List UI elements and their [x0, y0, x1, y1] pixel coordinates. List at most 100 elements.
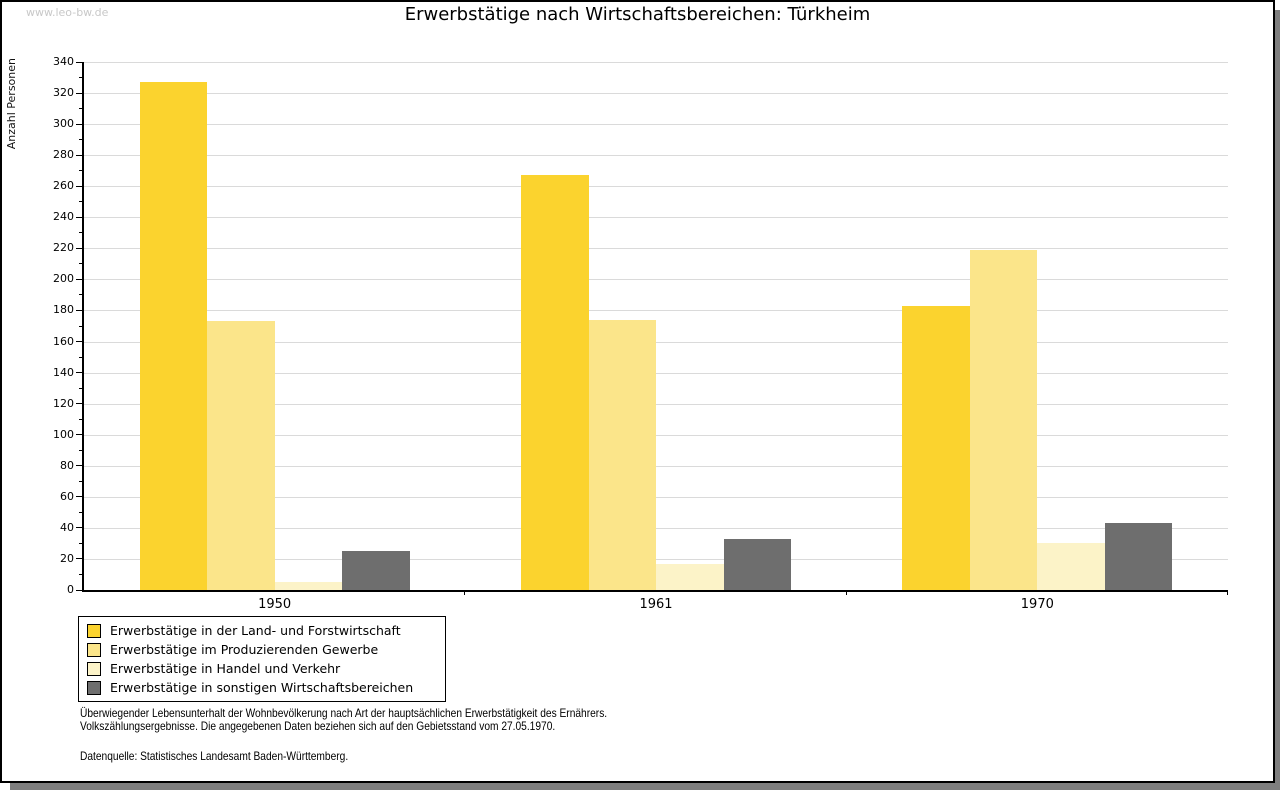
- chart-title: Erwerbstätige nach Wirtschaftsbereichen:…: [404, 4, 871, 25]
- y-axis-tick: [76, 465, 82, 467]
- bar-1961-series-1: [521, 175, 589, 590]
- y-tick-label: 0: [67, 583, 74, 596]
- y-axis-tick: [76, 372, 82, 374]
- watermark: www.leo-bw.de: [26, 6, 109, 19]
- legend-swatch: [87, 680, 101, 695]
- y-axis-minor-tick: [79, 108, 82, 110]
- y-tick-label: 80: [60, 458, 74, 472]
- y-axis-minor-tick: [79, 480, 82, 482]
- y-axis-minor-tick: [79, 387, 82, 389]
- gridline: [84, 527, 1228, 529]
- y-tick-label: 160: [53, 334, 74, 348]
- gridline: [84, 372, 1228, 374]
- legend-item: Erwerbstätige in der Land- und Forstwirt…: [87, 621, 437, 640]
- y-tick-label: 120: [53, 396, 74, 410]
- bar-1970-series-2: [969, 249, 1038, 590]
- gridline: [84, 310, 1228, 312]
- y-axis-tick: [76, 434, 82, 436]
- y-tick-label: 100: [53, 427, 74, 441]
- gridline: [84, 496, 1228, 498]
- y-axis-minor-tick: [79, 418, 82, 420]
- bar-1970-series-3: [1037, 543, 1105, 590]
- y-axis-tick: [76, 123, 82, 125]
- y-axis-minor-tick: [79, 542, 82, 544]
- bar-1961-series-3: [656, 563, 724, 590]
- y-axis-tick: [76, 185, 82, 187]
- bar-1950-series-1: [139, 82, 208, 590]
- y-axis-minor-tick: [79, 356, 82, 358]
- y-axis-tick: [76, 92, 82, 94]
- legend: Erwerbstätige in der Land- und Forstwirt…: [78, 616, 446, 702]
- footer-line-1: Überwiegender Lebensunterhalt der Wohnbe…: [80, 706, 608, 720]
- y-axis-minor-tick: [79, 294, 82, 296]
- plot-area: 0 20 40 60 80 100 120 140 160 180 200 220 240 260 280 3…: [53, 55, 1228, 612]
- y-tick-label: 140: [53, 365, 74, 379]
- legend-label: Erwerbstätige in sonstigen Wirtschaftsbe…: [110, 680, 414, 695]
- bar-1970-series-4: [1104, 523, 1173, 590]
- y-axis-minor-tick: [79, 263, 82, 265]
- y-tick-label: 260: [53, 179, 74, 193]
- legend-item: Erwerbstätige in Handel und Verkehr: [87, 659, 437, 678]
- y-axis-tick: [76, 589, 82, 591]
- gridline: [84, 155, 1228, 157]
- y-axis-tick: [76, 154, 82, 156]
- y-tick-label: 240: [53, 210, 74, 224]
- legend-item: Erwerbstätige in sonstigen Wirtschaftsbe…: [87, 678, 437, 697]
- frame-shadow-bottom: [10, 783, 1280, 790]
- legend-item: Erwerbstätige im Produzierenden Gewerbe: [87, 640, 437, 659]
- x-tick-label-1961: 1961: [639, 597, 673, 612]
- gridline: [84, 403, 1228, 405]
- footer: Überwiegender Lebensunterhalt der Wohnbe…: [80, 707, 607, 763]
- y-axis-minor-tick: [79, 449, 82, 451]
- y-axis-label: Anzahl Personen: [5, 58, 18, 150]
- y-axis-tick: [76, 247, 82, 249]
- x-axis-tick: [464, 590, 466, 595]
- y-tick-label: 200: [53, 272, 74, 286]
- y-tick-label: 340: [53, 55, 74, 68]
- data-source: Datenquelle: Statistisches Landesamt Bad…: [80, 749, 349, 763]
- y-axis-tick: [76, 309, 82, 311]
- y-tick-label: 280: [53, 148, 74, 162]
- bar-1950-series-4: [342, 551, 410, 590]
- bar-1961-series-4: [723, 538, 791, 590]
- x-tick-label-1970: 1970: [1020, 597, 1054, 612]
- legend-swatch: [87, 661, 101, 676]
- legend-swatch: [87, 642, 101, 657]
- y-axis-tick: [76, 558, 82, 560]
- legend-items: Erwerbstätige in der Land- und Forstwirt…: [87, 621, 437, 697]
- y-axis-tick: [76, 496, 82, 498]
- y-axis-minor-tick: [79, 139, 82, 141]
- legend-label: Erwerbstätige in Handel und Verkehr: [110, 661, 341, 676]
- y-axis-tick: [76, 278, 82, 280]
- legend-label: Erwerbstätige im Produzierenden Gewerbe: [110, 642, 379, 657]
- y-axis-minor-tick: [79, 511, 82, 513]
- gridline: [84, 217, 1228, 219]
- gridline: [84, 248, 1228, 250]
- x-axis-tick: [845, 590, 847, 595]
- y-axis-tick: [76, 216, 82, 218]
- x-tick-label-1950: 1950: [258, 597, 292, 612]
- y-axis-minor-tick: [79, 325, 82, 327]
- y-axis-tick: [76, 341, 82, 343]
- legend-swatch: [87, 623, 101, 638]
- y-axis-tick: [76, 527, 82, 529]
- gridline: [84, 62, 1228, 63]
- y-tick-label: 40: [60, 520, 74, 534]
- y-tick-label: 220: [53, 241, 74, 255]
- y-tick-label: 300: [53, 117, 74, 131]
- y-axis-minor-tick: [79, 232, 82, 234]
- y-axis-tick: [76, 61, 82, 63]
- gridline: [84, 279, 1228, 281]
- y-tick-label: 60: [60, 489, 74, 503]
- y-axis-minor-tick: [79, 170, 82, 172]
- legend-label: Erwerbstätige in der Land- und Forstwirt…: [110, 623, 401, 638]
- bar-1970-series-1: [902, 305, 970, 590]
- y-axis-minor-tick: [79, 201, 82, 203]
- gridline: [84, 558, 1228, 560]
- gridline: [84, 465, 1228, 467]
- x-axis-tick: [1227, 590, 1228, 595]
- gridline: [84, 93, 1228, 95]
- footer-line-2: Volkszählungsergebnisse. Die angegebenen…: [80, 719, 556, 733]
- y-axis-minor-tick: [79, 77, 82, 79]
- bar-1950-series-2: [207, 321, 275, 590]
